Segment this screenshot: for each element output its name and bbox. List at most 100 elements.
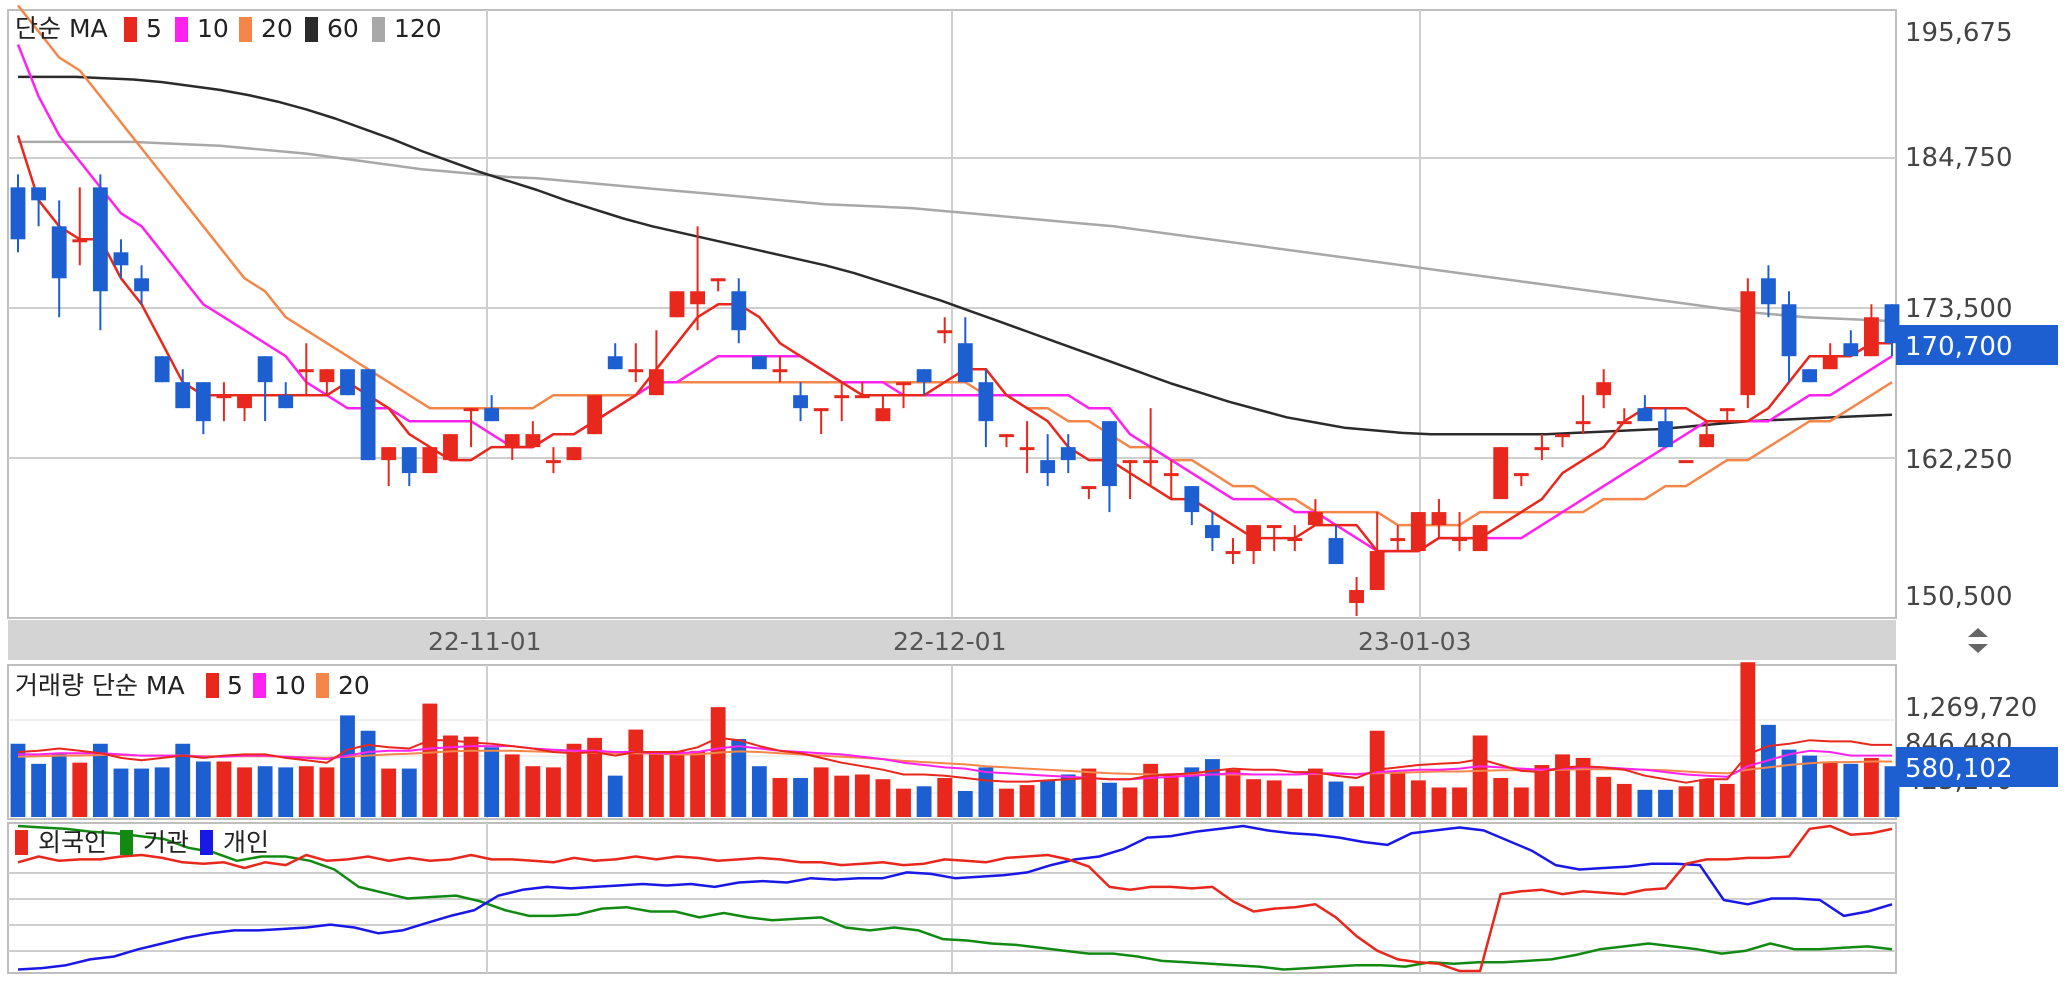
candle-body: [504, 434, 520, 448]
candle: [648, 330, 664, 396]
candle-body: [1328, 538, 1344, 565]
candle: [1369, 512, 1385, 591]
candle-body: [1740, 291, 1756, 396]
candle-body: [669, 291, 685, 318]
candle-body: [31, 187, 47, 201]
volume-bar: [1184, 767, 1200, 817]
candle: [1431, 499, 1447, 539]
volume-bar: [257, 766, 273, 817]
legend-swatch-individual: [200, 830, 213, 855]
volume-bar: [1328, 781, 1344, 817]
candle: [1102, 421, 1117, 513]
candle: [216, 382, 232, 422]
volume-bar: [134, 768, 149, 817]
candle: [72, 187, 88, 266]
volume-bar: [1575, 757, 1591, 817]
candle-body: [1863, 317, 1879, 357]
candle-body: [1307, 512, 1323, 526]
volume-bar: [422, 703, 438, 817]
volume-bar: [1863, 757, 1879, 817]
resize-handle-icon[interactable]: [1968, 628, 1988, 653]
volume-bar: [1678, 786, 1694, 817]
candle-body: [1390, 538, 1406, 542]
candle: [813, 408, 829, 435]
volume-bar: [875, 779, 891, 817]
candle-body: [587, 395, 603, 435]
candle: [1843, 330, 1859, 357]
candle: [1205, 512, 1220, 552]
candle-body: [957, 343, 973, 383]
volume-bar: [237, 767, 252, 817]
volume-bar: [1287, 788, 1303, 817]
candle-body: [875, 408, 891, 422]
candle: [546, 447, 561, 474]
candle: [51, 200, 67, 318]
volume-bar: [484, 747, 500, 817]
volume-bar: [710, 707, 726, 817]
candle: [504, 434, 520, 461]
volume-legend: 거래량 단순 MA 5 10 20: [15, 671, 370, 700]
candle-body: [1596, 382, 1612, 396]
volume-bar: [31, 763, 47, 817]
candle: [1328, 525, 1344, 565]
candle-body: [1699, 434, 1715, 448]
candle: [278, 382, 294, 409]
candle-body: [1884, 304, 1900, 344]
candle: [854, 382, 870, 399]
candle-body: [1658, 421, 1673, 448]
candle-body: [1761, 278, 1776, 305]
candle-body: [1081, 486, 1097, 490]
x-tick-label: 22-12-01: [893, 627, 1006, 656]
candle-body: [999, 434, 1014, 438]
price-tick-label: 195,675: [1905, 18, 2013, 48]
candle-body: [813, 408, 829, 412]
candle: [1699, 421, 1715, 448]
candle-body: [1513, 473, 1529, 477]
candle-body: [72, 239, 88, 243]
candle-body: [1287, 538, 1303, 542]
legend-swatch-ma10: [175, 17, 188, 42]
volume-bar: [957, 791, 973, 817]
ma120-line: [18, 140, 1893, 323]
price-tick-label: 173,500: [1905, 294, 2013, 324]
candle: [1040, 434, 1056, 487]
candle: [1513, 473, 1529, 487]
candle-body: [1493, 447, 1509, 500]
candle-body: [937, 330, 953, 334]
volume-moving-averages: [17, 736, 1892, 784]
candle-body: [1184, 486, 1200, 513]
candle-body: [92, 187, 108, 292]
candle-body: [1205, 525, 1220, 539]
volume-bar: [1781, 749, 1797, 817]
legend-label-foreign: 외국인: [38, 828, 107, 857]
x-axis-band: [8, 620, 1896, 660]
candle-body: [1534, 447, 1550, 451]
candle: [1452, 512, 1467, 552]
candle: [10, 174, 26, 253]
candle: [1761, 265, 1776, 318]
candle: [751, 356, 767, 370]
ma10-line: [16, 44, 1893, 553]
candle: [360, 369, 376, 461]
x-tick-label: 23-01-03: [1358, 627, 1471, 656]
legend-label-ma60: 60: [327, 14, 359, 43]
candle-body: [1575, 421, 1591, 425]
candle: [1390, 525, 1406, 552]
candle: [1081, 486, 1097, 500]
candle: [916, 369, 932, 396]
candle-body: [195, 382, 211, 422]
volume-bar: [72, 762, 88, 817]
volume-bar: [381, 768, 397, 817]
candle: [793, 382, 808, 422]
volume-bar: [793, 778, 808, 817]
candle: [484, 395, 500, 422]
candle-body: [484, 408, 500, 422]
volume-bar: [1246, 779, 1262, 817]
candle: [1246, 525, 1262, 565]
investor-lines: [17, 824, 1893, 973]
volume-bar: [1225, 769, 1241, 817]
candle-body: [546, 460, 561, 464]
candle-body: [1266, 525, 1282, 529]
candle-body: [1369, 551, 1385, 591]
